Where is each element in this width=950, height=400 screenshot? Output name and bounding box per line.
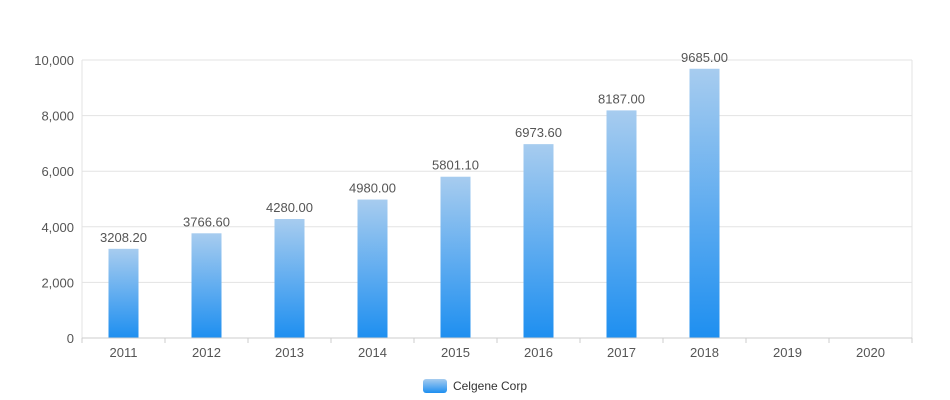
legend-swatch-icon <box>422 379 447 393</box>
bar-value-label: 4280.00 <box>266 200 313 215</box>
bar-value-label: 5801.10 <box>432 158 479 173</box>
data-labels: 3208.20 3766.60 4280.00 4980.00 5801.10 6973.… <box>100 50 728 245</box>
x-tick-label: 2015 <box>441 345 470 360</box>
bar[interactable] <box>108 248 139 338</box>
legend-label: Celgene Corp <box>452 379 528 393</box>
bar[interactable] <box>274 219 305 338</box>
bar-value-label: 9685.00 <box>681 50 728 65</box>
bar[interactable] <box>689 68 720 338</box>
bar[interactable] <box>523 144 554 338</box>
bar-value-label: 4980.00 <box>349 181 396 196</box>
bar-chart: 3208.20 3766.60 4280.00 4980.00 5801.10 6973.… <box>34 50 913 360</box>
bar-value-label: 8187.00 <box>598 91 645 106</box>
bar-value-label: 3208.20 <box>100 230 147 245</box>
grid-lines <box>81 59 913 338</box>
y-tick-label: 10,000 <box>34 53 74 68</box>
axes: 0 2,000 4,000 6,000 8,000 10,000 2011 2012 2013 2… <box>34 53 913 360</box>
x-tick-label: 2011 <box>110 345 138 360</box>
y-tick-label: 6,000 <box>41 164 74 179</box>
bar[interactable] <box>191 233 222 338</box>
x-tick-label: 2018 <box>690 345 719 360</box>
y-tick-label: 8,000 <box>41 109 74 124</box>
x-tick-label: 2019 <box>773 345 802 360</box>
x-tick-label: 2016 <box>524 345 553 360</box>
bar[interactable] <box>357 199 388 338</box>
y-tick-label: 4,000 <box>41 220 74 235</box>
y-tick-label: 2,000 <box>41 275 74 290</box>
x-tick-label: 2014 <box>358 345 387 360</box>
bar-value-label: 6973.60 <box>515 125 562 140</box>
x-tick-label: 2017 <box>607 345 636 360</box>
bar[interactable] <box>440 176 471 338</box>
legend[interactable]: Celgene Corp <box>0 379 950 393</box>
x-tick-label: 2012 <box>192 345 221 360</box>
bars <box>108 68 720 338</box>
x-tick-label: 2020 <box>856 345 885 360</box>
bar[interactable] <box>606 110 637 338</box>
bar-value-label: 3766.60 <box>183 214 230 229</box>
x-tick-label: 2013 <box>275 345 304 360</box>
y-tick-label: 0 <box>67 331 74 346</box>
